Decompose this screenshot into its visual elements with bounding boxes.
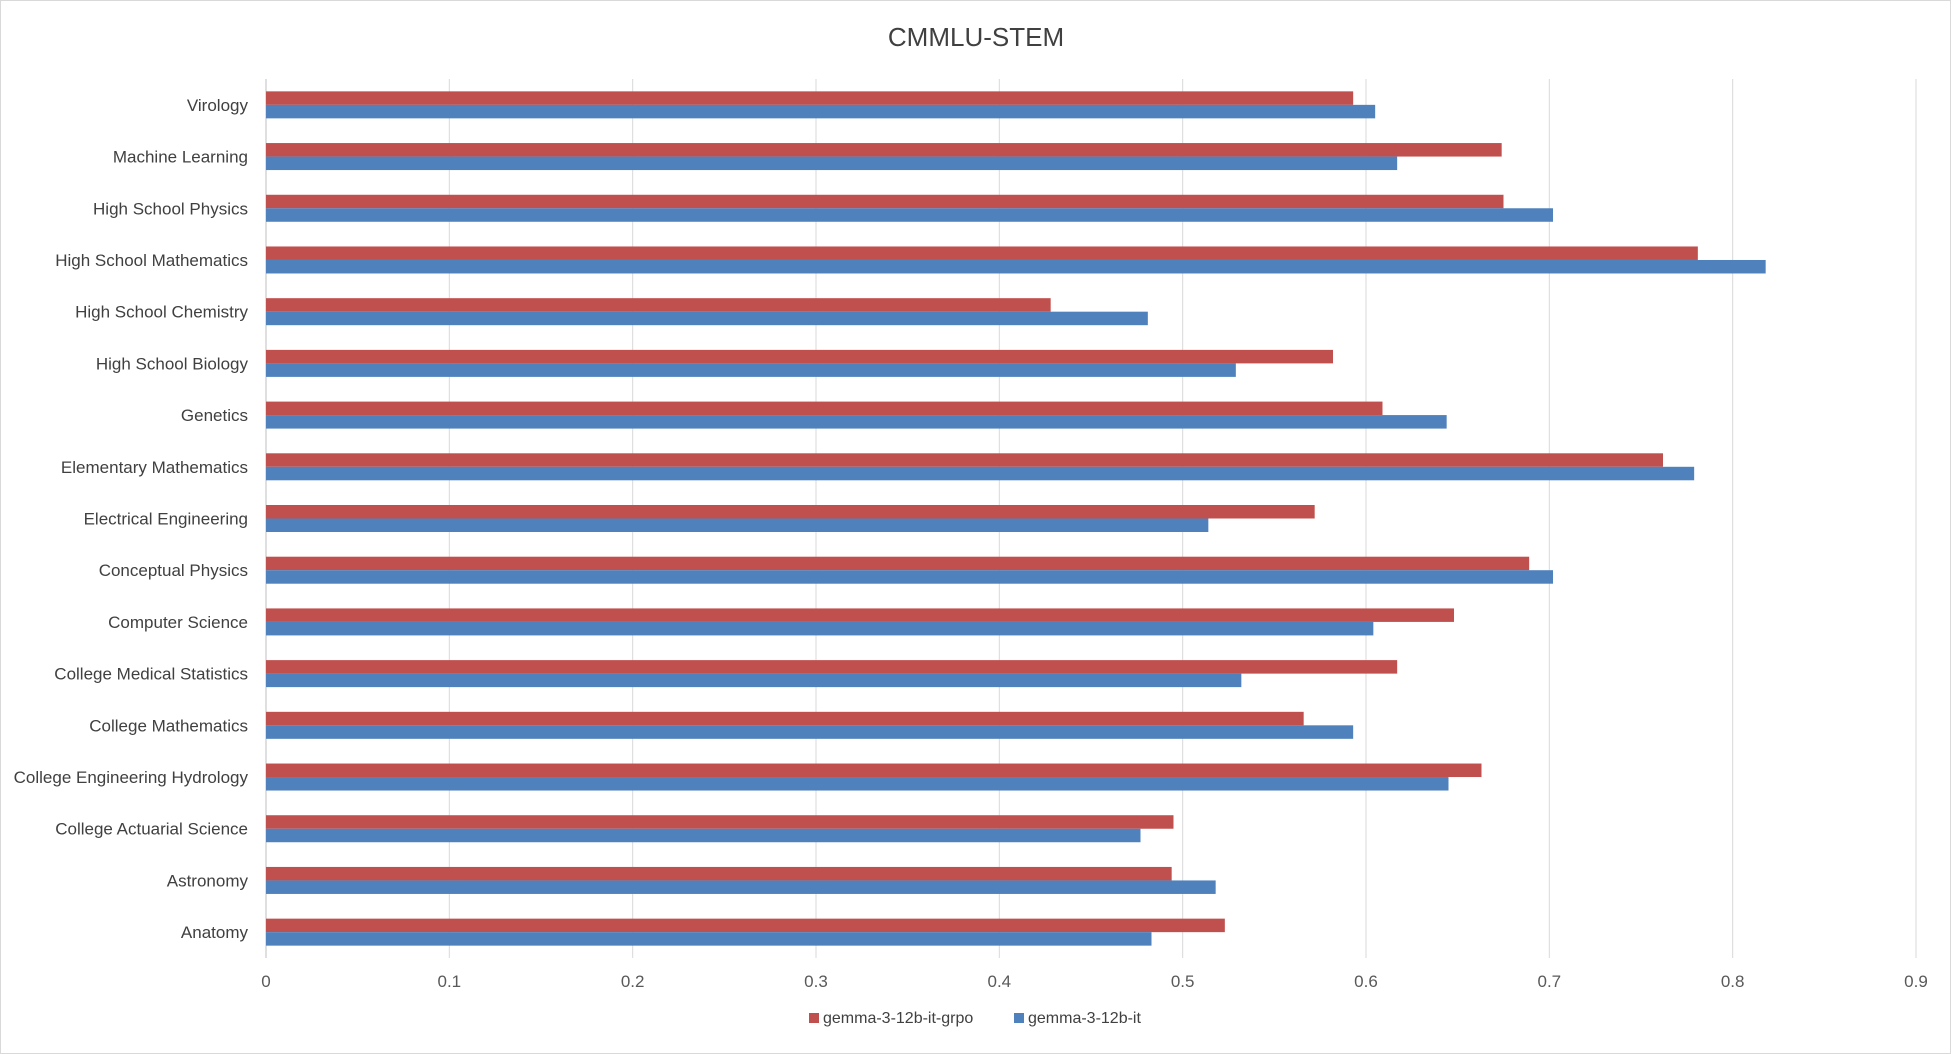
- x-tick-label: 0.6: [1354, 972, 1378, 991]
- bar-grpo: [266, 815, 1174, 829]
- x-tick-label: 0.9: [1904, 972, 1928, 991]
- bar-grpo: [266, 298, 1051, 312]
- bar-base: [266, 415, 1447, 429]
- bar-base: [266, 673, 1242, 688]
- legend-label: gemma-3-12b-it: [1028, 1010, 1141, 1027]
- bar-grpo: [266, 246, 1698, 260]
- legend-swatch: [1014, 1013, 1024, 1023]
- bar-grpo: [266, 608, 1454, 622]
- x-tick-label: 0.3: [804, 972, 828, 991]
- category-label: High School Physics: [93, 199, 248, 218]
- category-label: Virology: [187, 96, 249, 115]
- bar-base: [266, 725, 1354, 739]
- bar-base: [266, 828, 1141, 843]
- bar-grpo: [266, 711, 1304, 726]
- chart-title: CMMLU-STEM: [888, 22, 1064, 52]
- bar-base: [266, 880, 1216, 894]
- x-tick-label: 0: [261, 972, 270, 991]
- bar-base: [266, 311, 1148, 326]
- bars: [266, 91, 1766, 946]
- bar-grpo: [266, 453, 1663, 467]
- bar-base: [266, 156, 1398, 171]
- category-label: College Mathematics: [89, 716, 248, 735]
- bar-base: [266, 570, 1553, 584]
- bar-grpo: [266, 505, 1315, 519]
- category-label: Astronomy: [167, 871, 249, 890]
- category-label: High School Mathematics: [55, 251, 248, 270]
- x-tick-label: 0.4: [988, 972, 1012, 991]
- category-label: Elementary Mathematics: [61, 458, 248, 477]
- bar-grpo: [266, 349, 1333, 364]
- bar-grpo: [266, 556, 1530, 571]
- category-label: Computer Science: [108, 613, 248, 632]
- bar-grpo: [266, 91, 1354, 105]
- x-tick-label: 0.5: [1171, 972, 1195, 991]
- x-tick-label: 0.8: [1721, 972, 1745, 991]
- category-label: College Medical Statistics: [54, 665, 248, 684]
- bar-grpo: [266, 918, 1225, 933]
- legend-label: gemma-3-12b-it-grpo: [823, 1010, 973, 1027]
- bar-base: [266, 621, 1374, 636]
- category-label: Genetics: [181, 406, 248, 425]
- bar-grpo: [266, 194, 1504, 209]
- bar-grpo: [266, 763, 1482, 778]
- category-label: High School Biology: [96, 354, 249, 373]
- bar-base: [266, 208, 1553, 222]
- category-label: High School Chemistry: [75, 303, 248, 322]
- legend: gemma-3-12b-it-grpo gemma-3-12b-it: [809, 1010, 1141, 1027]
- bar-base: [266, 777, 1449, 791]
- bar-base: [266, 259, 1766, 274]
- bar-grpo: [266, 866, 1172, 881]
- category-label: Machine Learning: [113, 148, 248, 167]
- category-labels: Virology Machine Learning High School Phys…: [14, 96, 249, 942]
- x-tick-labels: 0 0.1 0.2 0.3 0.4 0.5 0.6 0.7 0.8 0.9: [261, 972, 1928, 991]
- bar-base: [266, 104, 1376, 119]
- bar-base: [266, 932, 1152, 946]
- category-label: Conceptual Physics: [99, 561, 248, 580]
- bar-base: [266, 363, 1236, 377]
- category-label: College Engineering Hydrology: [14, 768, 249, 787]
- legend-swatch: [809, 1013, 819, 1023]
- bar-base: [266, 466, 1695, 481]
- bar-grpo: [266, 401, 1383, 416]
- category-label: College Actuarial Science: [55, 820, 248, 839]
- bar-grpo: [266, 660, 1398, 674]
- x-tick-label: 0.1: [438, 972, 462, 991]
- category-label: Electrical Engineering: [84, 510, 248, 529]
- bar-base: [266, 518, 1209, 532]
- x-tick-label: 0.2: [621, 972, 645, 991]
- category-label: Anatomy: [181, 923, 249, 942]
- bar-grpo: [266, 143, 1502, 157]
- x-tick-label: 0.7: [1538, 972, 1562, 991]
